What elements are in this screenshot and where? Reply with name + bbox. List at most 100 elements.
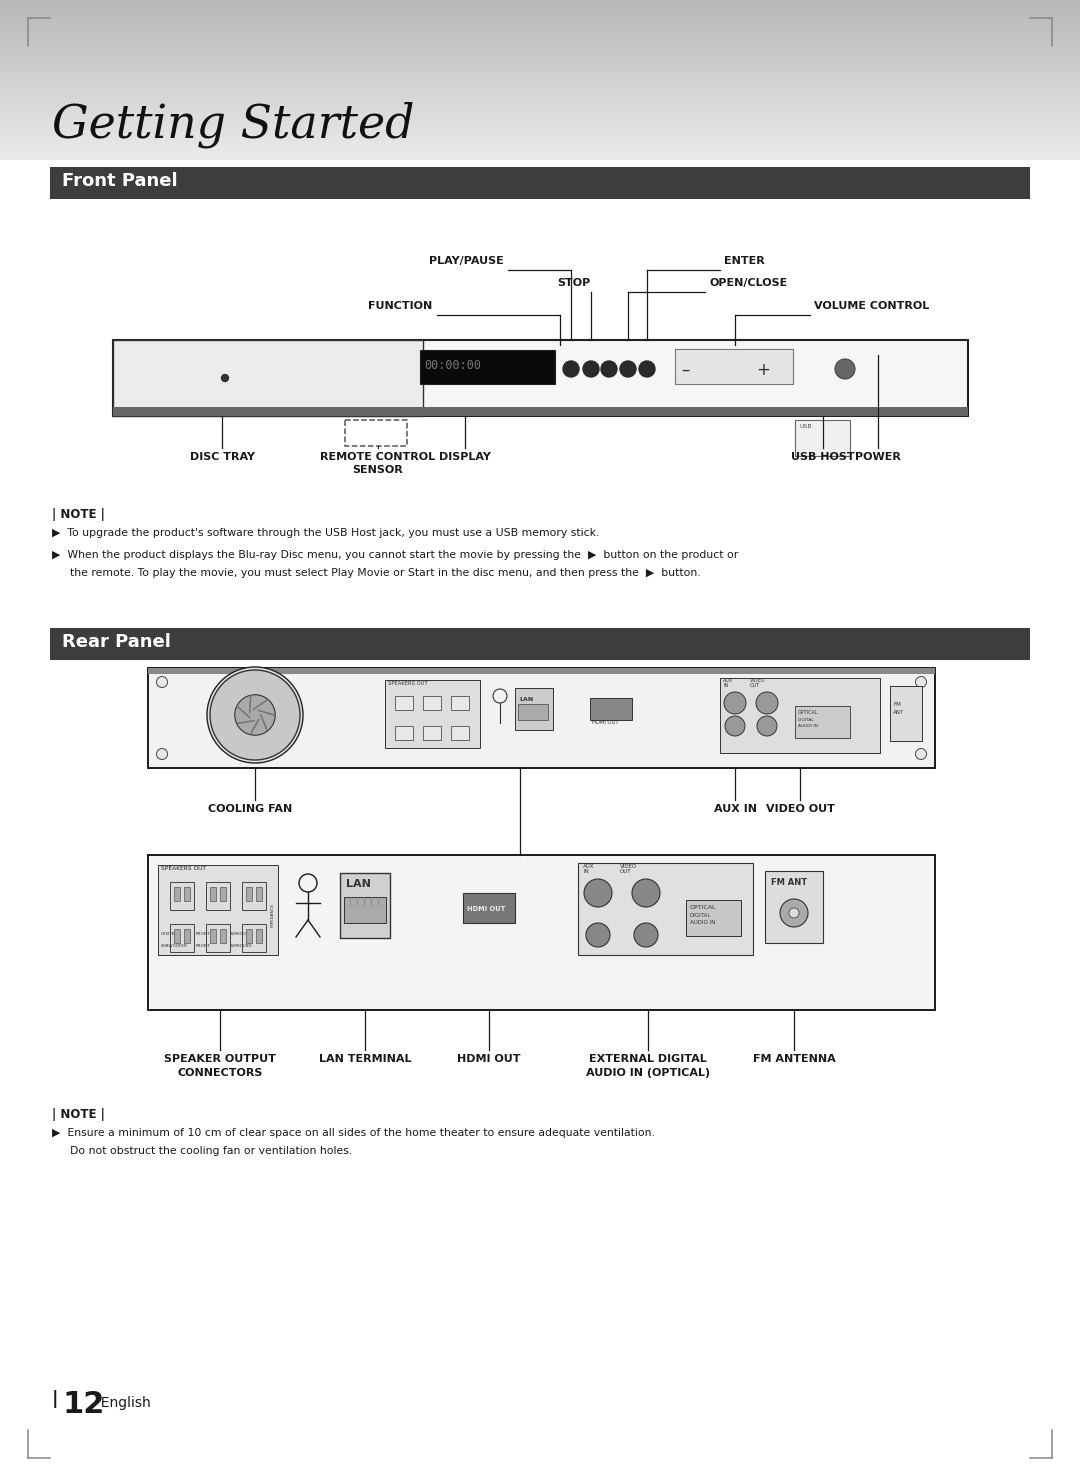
Bar bbox=[0, 120, 1080, 123]
Circle shape bbox=[916, 748, 927, 760]
Circle shape bbox=[725, 716, 745, 737]
Bar bbox=[345, 421, 407, 446]
Text: STOP: STOP bbox=[557, 277, 591, 288]
Bar bbox=[0, 44, 1080, 46]
Bar bbox=[0, 12, 1080, 13]
Bar bbox=[0, 137, 1080, 140]
Bar bbox=[0, 125, 1080, 128]
Text: OPTICAL: OPTICAL bbox=[690, 905, 716, 911]
Bar bbox=[170, 883, 194, 911]
Bar bbox=[0, 96, 1080, 97]
Text: OPEN/CLOSE: OPEN/CLOSE bbox=[708, 277, 787, 288]
Circle shape bbox=[916, 676, 927, 688]
Bar bbox=[0, 117, 1080, 118]
Circle shape bbox=[757, 716, 777, 737]
Bar bbox=[890, 686, 922, 741]
Bar bbox=[0, 69, 1080, 72]
Text: IN: IN bbox=[583, 869, 589, 874]
Bar bbox=[765, 871, 823, 943]
Bar bbox=[0, 108, 1080, 111]
Bar bbox=[148, 669, 935, 675]
Circle shape bbox=[600, 362, 617, 376]
Text: Getting Started: Getting Started bbox=[52, 102, 415, 148]
Bar bbox=[0, 136, 1080, 137]
Bar bbox=[515, 688, 553, 731]
Bar bbox=[0, 68, 1080, 69]
Circle shape bbox=[620, 362, 636, 376]
Bar bbox=[0, 38, 1080, 40]
Bar bbox=[0, 128, 1080, 130]
Circle shape bbox=[586, 922, 610, 948]
Bar bbox=[0, 151, 1080, 152]
Text: FRONT: FRONT bbox=[195, 945, 211, 948]
Text: ▶  Ensure a minimum of 10 cm of clear space on all sides of the home theater to : ▶ Ensure a minimum of 10 cm of clear spa… bbox=[52, 1128, 654, 1138]
Circle shape bbox=[780, 899, 808, 927]
Text: PLAY/PAUSE: PLAY/PAUSE bbox=[429, 255, 504, 266]
Bar bbox=[0, 61, 1080, 62]
Bar bbox=[206, 924, 230, 952]
Bar bbox=[184, 887, 190, 900]
Bar bbox=[0, 7, 1080, 10]
Bar bbox=[395, 697, 413, 710]
Text: USB HOST: USB HOST bbox=[792, 452, 854, 462]
Bar bbox=[0, 124, 1080, 125]
Bar bbox=[423, 726, 441, 739]
Text: | NOTE |: | NOTE | bbox=[52, 508, 105, 521]
Bar bbox=[210, 928, 216, 943]
Text: HDMI OUT: HDMI OUT bbox=[467, 906, 505, 912]
Circle shape bbox=[634, 922, 658, 948]
Bar bbox=[242, 924, 266, 952]
Bar bbox=[0, 156, 1080, 158]
Text: FM: FM bbox=[893, 703, 901, 707]
Bar bbox=[451, 697, 469, 710]
Text: REMOTE CONTROL: REMOTE CONTROL bbox=[321, 452, 435, 462]
Circle shape bbox=[756, 692, 778, 714]
Bar bbox=[0, 74, 1080, 75]
Text: IMPEDANCE: IMPEDANCE bbox=[271, 903, 275, 927]
Text: English: English bbox=[92, 1396, 151, 1410]
Bar bbox=[0, 158, 1080, 159]
Bar bbox=[0, 154, 1080, 156]
Bar bbox=[340, 872, 390, 939]
Bar bbox=[384, 680, 480, 748]
Bar bbox=[451, 726, 469, 739]
Bar bbox=[0, 78, 1080, 80]
Text: ▶  To upgrade the product's software through the USB Host jack, you must use a U: ▶ To upgrade the product's software thro… bbox=[52, 528, 599, 537]
Bar bbox=[0, 83, 1080, 84]
Text: CENTER: CENTER bbox=[161, 931, 178, 936]
Bar bbox=[395, 726, 413, 739]
Bar bbox=[174, 928, 180, 943]
Text: SPEAKERS OUT: SPEAKERS OUT bbox=[161, 866, 206, 871]
Bar bbox=[0, 145, 1080, 146]
Text: VIDEO: VIDEO bbox=[750, 677, 766, 683]
Bar bbox=[0, 148, 1080, 151]
Bar bbox=[0, 18, 1080, 21]
Bar bbox=[0, 13, 1080, 16]
Bar bbox=[246, 928, 252, 943]
Bar bbox=[0, 66, 1080, 68]
Bar bbox=[0, 94, 1080, 96]
Bar bbox=[0, 52, 1080, 55]
Bar bbox=[113, 339, 968, 416]
Bar bbox=[0, 90, 1080, 92]
Bar bbox=[0, 111, 1080, 112]
Circle shape bbox=[724, 692, 746, 714]
Bar bbox=[148, 669, 935, 768]
Bar bbox=[345, 897, 386, 922]
Bar bbox=[256, 887, 262, 900]
Text: SURROUND: SURROUND bbox=[230, 931, 253, 936]
Text: SPEAKER OUTPUT: SPEAKER OUTPUT bbox=[164, 1054, 275, 1064]
Text: DISC TRAY: DISC TRAY bbox=[189, 452, 255, 462]
Bar bbox=[0, 40, 1080, 41]
Bar bbox=[0, 0, 1080, 1]
Bar bbox=[0, 34, 1080, 35]
Text: ▶  When the product displays the Blu-ray Disc menu, you cannot start the movie b: ▶ When the product displays the Blu-ray … bbox=[52, 551, 739, 559]
Text: AUX: AUX bbox=[583, 863, 594, 869]
Bar bbox=[113, 339, 423, 416]
Text: LAN: LAN bbox=[346, 880, 370, 889]
Text: LAN TERMINAL: LAN TERMINAL bbox=[319, 1054, 411, 1064]
Text: AUX IN: AUX IN bbox=[714, 804, 756, 813]
Text: –: – bbox=[681, 362, 689, 379]
Bar bbox=[0, 114, 1080, 117]
Circle shape bbox=[584, 880, 612, 906]
